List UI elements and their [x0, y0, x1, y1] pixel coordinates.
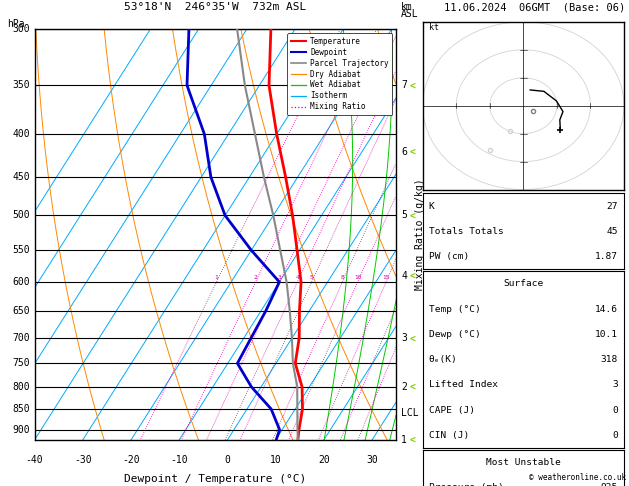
- Text: km: km: [401, 2, 413, 12]
- Text: <: <: [409, 435, 416, 445]
- Text: 3: 3: [401, 333, 407, 343]
- Text: 550: 550: [13, 245, 30, 255]
- Text: 0: 0: [612, 406, 618, 415]
- Text: -40: -40: [26, 455, 43, 466]
- Text: 7: 7: [401, 80, 407, 90]
- Text: Dewpoint / Temperature (°C): Dewpoint / Temperature (°C): [125, 474, 306, 484]
- Text: -30: -30: [74, 455, 92, 466]
- Text: 0: 0: [225, 455, 230, 466]
- Text: 3: 3: [278, 275, 282, 280]
- Text: 14.6: 14.6: [595, 305, 618, 313]
- Text: 450: 450: [13, 172, 30, 182]
- Text: 10.1: 10.1: [595, 330, 618, 339]
- Text: θₑ(K): θₑ(K): [429, 355, 457, 364]
- Text: LCL: LCL: [401, 408, 419, 418]
- Text: 4: 4: [401, 271, 407, 281]
- Text: 4: 4: [296, 275, 299, 280]
- Text: Totals Totals: Totals Totals: [429, 227, 503, 236]
- Text: kt: kt: [430, 23, 440, 32]
- Text: 2: 2: [401, 382, 407, 392]
- Text: 20: 20: [318, 455, 330, 466]
- Text: 53°18'N  246°35'W  732m ASL: 53°18'N 246°35'W 732m ASL: [125, 2, 306, 12]
- Text: 400: 400: [13, 129, 30, 139]
- Text: hPa: hPa: [8, 19, 25, 30]
- Text: 700: 700: [13, 333, 30, 343]
- Text: Most Unstable: Most Unstable: [486, 458, 560, 467]
- Text: <: <: [409, 333, 416, 343]
- Text: 6: 6: [401, 147, 407, 157]
- Text: 800: 800: [13, 382, 30, 392]
- Text: 30: 30: [366, 455, 378, 466]
- Text: 8: 8: [340, 275, 344, 280]
- Text: 750: 750: [13, 358, 30, 368]
- Text: <: <: [409, 382, 416, 392]
- Text: 650: 650: [13, 306, 30, 316]
- Text: ASL: ASL: [401, 9, 419, 19]
- Text: 11.06.2024  06GMT  (Base: 06): 11.06.2024 06GMT (Base: 06): [444, 2, 625, 12]
- Text: 10: 10: [270, 455, 282, 466]
- Text: 350: 350: [13, 80, 30, 90]
- Text: 27: 27: [606, 202, 618, 210]
- Text: 45: 45: [606, 227, 618, 236]
- Text: 2: 2: [253, 275, 257, 280]
- Text: © weatheronline.co.uk: © weatheronline.co.uk: [529, 473, 626, 482]
- Text: 1: 1: [401, 435, 407, 445]
- Text: 925: 925: [601, 484, 618, 486]
- Text: 500: 500: [13, 210, 30, 221]
- Text: Mixing Ratio (g/kg): Mixing Ratio (g/kg): [415, 179, 425, 290]
- Legend: Temperature, Dewpoint, Parcel Trajectory, Dry Adiabat, Wet Adiabat, Isotherm, Mi: Temperature, Dewpoint, Parcel Trajectory…: [287, 33, 392, 115]
- Text: 5: 5: [309, 275, 313, 280]
- Text: 1.87: 1.87: [595, 252, 618, 261]
- Text: Surface: Surface: [503, 279, 543, 288]
- Text: Temp (°C): Temp (°C): [429, 305, 481, 313]
- Text: 3: 3: [612, 381, 618, 389]
- Text: 1: 1: [214, 275, 218, 280]
- Text: Lifted Index: Lifted Index: [429, 381, 498, 389]
- Text: 600: 600: [13, 277, 30, 287]
- Text: 15: 15: [382, 275, 390, 280]
- Text: CIN (J): CIN (J): [429, 431, 469, 440]
- Text: K: K: [429, 202, 435, 210]
- Text: -20: -20: [122, 455, 140, 466]
- Text: CAPE (J): CAPE (J): [429, 406, 475, 415]
- Text: Pressure (mb): Pressure (mb): [429, 484, 503, 486]
- Text: 850: 850: [13, 404, 30, 414]
- Text: <: <: [409, 271, 416, 281]
- Text: 300: 300: [13, 24, 30, 34]
- Text: 10: 10: [354, 275, 361, 280]
- Text: <: <: [409, 210, 416, 221]
- Text: <: <: [409, 147, 416, 157]
- Text: <: <: [409, 80, 416, 90]
- Text: PW (cm): PW (cm): [429, 252, 469, 261]
- Text: 900: 900: [13, 425, 30, 435]
- Text: 0: 0: [612, 431, 618, 440]
- Text: Dewp (°C): Dewp (°C): [429, 330, 481, 339]
- Text: -10: -10: [170, 455, 188, 466]
- Text: 318: 318: [601, 355, 618, 364]
- Text: 5: 5: [401, 210, 407, 221]
